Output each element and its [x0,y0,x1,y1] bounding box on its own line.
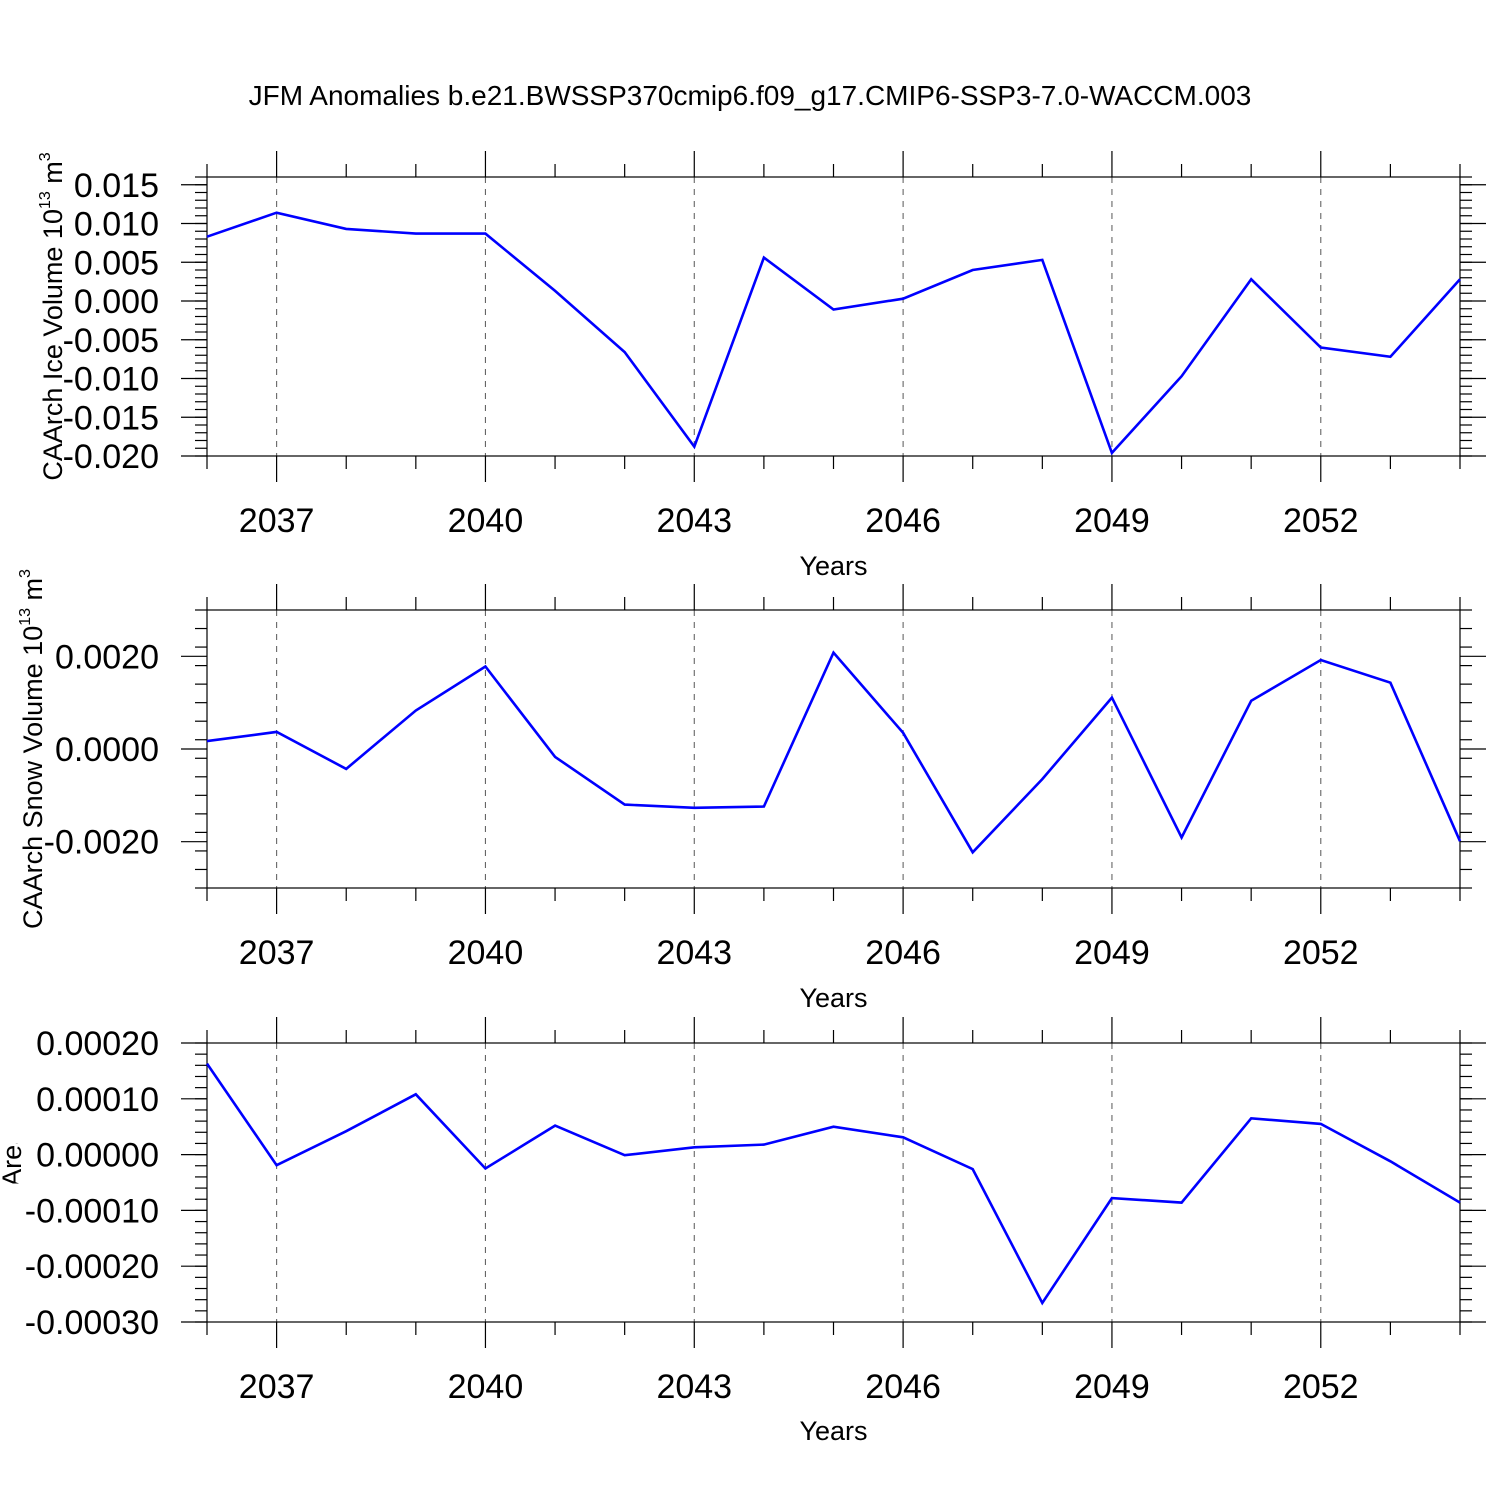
y-axis-label: CAArch Ice Volume 1013 m3 [37,152,68,480]
y-tick-label: -0.015 [63,399,159,437]
y-axis-label-unit: m [38,161,68,191]
y-axis-label-text: CAArch Ice Volume 10 [38,209,68,481]
chart-panel-3: 0.00020 0.00010 0.00000 -0.00010 -0.00020 -0.… [0,1017,1486,1446]
y-axis-label: CAArch Ice Area 1013 m2 [0,1035,27,1329]
y-tick-label: -0.00010 [25,1192,159,1230]
y-tick-label: 0.00000 [36,1137,159,1175]
y-axis-label-unit: m [18,578,48,608]
y-axis-label: CAArch Snow Volume 1013 m3 [17,569,48,929]
x-axis-label: Years [799,1416,867,1446]
series-line [206,650,1462,855]
x-tick-label: 2049 [1074,502,1150,540]
y-tick-label: 0.015 [74,167,159,205]
y-axis-label-text: CAArch Snow Volume 10 [18,626,48,929]
y-tick-label: 0.000 [74,283,159,321]
y-tick-label: -0.00020 [25,1248,159,1286]
y-tick-label: -0.020 [63,438,159,476]
figure-title: JFM Anomalies b.e21.BWSSP370cmip6.f09_g1… [249,80,1252,111]
y-axis-label-exponent: 13 [0,1074,13,1092]
y-tick-label: 0.005 [74,244,159,282]
x-tick-label: 2040 [448,1368,524,1406]
chart-panel-1: 0.0150.0100.0050.000-0.005-0.010-0.015-0… [37,151,1486,581]
series-line [206,211,1461,456]
x-axis-label: Years [799,983,867,1013]
x-tick-label: 2052 [1283,1368,1359,1406]
y-tick-label: -0.0020 [44,824,159,862]
y-tick-label: -0.00030 [25,1304,159,1342]
x-tick-label: 2037 [239,1368,315,1406]
x-tick-label: 2043 [656,934,732,972]
x-tick-label: 2037 [239,502,315,540]
x-tick-label: 2046 [865,1368,941,1406]
y-axis-label-text: CAArch Ice Area 10 [0,1092,27,1329]
x-tick-label: 2040 [448,934,524,972]
y-tick-label: 0.0000 [55,731,159,769]
x-tick-label: 2046 [865,934,941,972]
y-tick-label: -0.005 [63,322,159,360]
y-axis-label-exponent: 13 [37,191,54,209]
plot-frame [206,176,1461,457]
x-tick-label: 2049 [1074,934,1150,972]
y-tick-label: 0.00010 [36,1081,159,1119]
x-tick-label: 2043 [656,502,732,540]
x-tick-label: 2037 [239,934,315,972]
y-axis-label-unit-exponent: 2 [0,1035,13,1044]
x-tick-label: 2049 [1074,1368,1150,1406]
chart-panel-2: 0.0020 0.0000 -0.0020 2037 2040 2043 2046 2049 2… [17,569,1486,1013]
y-axis-label-exponent: 13 [17,608,34,626]
y-axis-label-unit: m [0,1044,27,1074]
x-tick-label: 2052 [1283,502,1359,540]
x-tick-label: 2040 [448,502,524,540]
y-tick-label: 0.00020 [36,1025,159,1063]
y-tick-label: 0.010 [74,206,159,244]
y-axis-label-unit-exponent: 3 [17,569,34,578]
y-axis-label-unit-exponent: 3 [37,152,54,161]
x-axis-label: Years [799,551,867,581]
x-tick-label: 2046 [865,502,941,540]
x-tick-label: 2043 [656,1368,732,1406]
x-tick-label: 2052 [1283,934,1359,972]
y-tick-label: 0.0020 [55,638,159,676]
y-tick-label: -0.010 [63,361,159,399]
series-line [205,1062,1461,1306]
plot-frame [206,1042,1461,1323]
